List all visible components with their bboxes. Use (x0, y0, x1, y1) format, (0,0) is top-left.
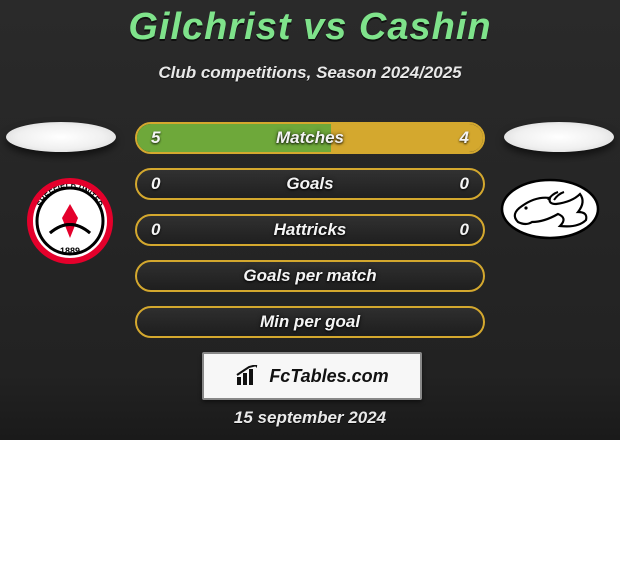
metric-label: Goals (137, 170, 483, 198)
svg-text:1889: 1889 (60, 246, 80, 256)
brand-text: FcTables.com (269, 366, 388, 387)
stage: Gilchrist vs Cashin Club competitions, S… (0, 0, 620, 580)
club-logo-left: 1889 SHEFFIELD UNITED (20, 178, 120, 264)
brand-chart-icon (235, 365, 261, 387)
page-subtitle: Club competitions, Season 2024/2025 (0, 63, 620, 83)
metric-value-right: 0 (460, 216, 469, 244)
club-logo-right (500, 178, 600, 240)
date-text: 15 september 2024 (0, 408, 620, 428)
metric-row-min-per-goal: Min per goal (135, 306, 485, 338)
metric-label: Min per goal (137, 308, 483, 336)
page-title: Gilchrist vs Cashin (0, 0, 620, 49)
comparison-bars: Matches54Goals00Hattricks00Goals per mat… (135, 122, 485, 352)
player-avatar-left (6, 122, 116, 152)
metric-label: Matches (137, 124, 483, 152)
metric-value-left: 0 (151, 216, 160, 244)
player-avatar-right (504, 122, 614, 152)
metric-value-left: 0 (151, 170, 160, 198)
dark-panel: Gilchrist vs Cashin Club competitions, S… (0, 0, 620, 440)
metric-label: Hattricks (137, 216, 483, 244)
metric-row-goals-per-match: Goals per match (135, 260, 485, 292)
metric-label: Goals per match (137, 262, 483, 290)
metric-value-left: 5 (151, 124, 160, 152)
brand-box: FcTables.com (202, 352, 422, 400)
metric-value-right: 4 (460, 124, 469, 152)
metric-row-matches: Matches5 4 (135, 122, 485, 154)
metric-row-goals: Goals0 0 (135, 168, 485, 200)
metric-row-hattricks: Hattricks0 0 (135, 214, 485, 246)
metric-value-right: 0 (460, 170, 469, 198)
